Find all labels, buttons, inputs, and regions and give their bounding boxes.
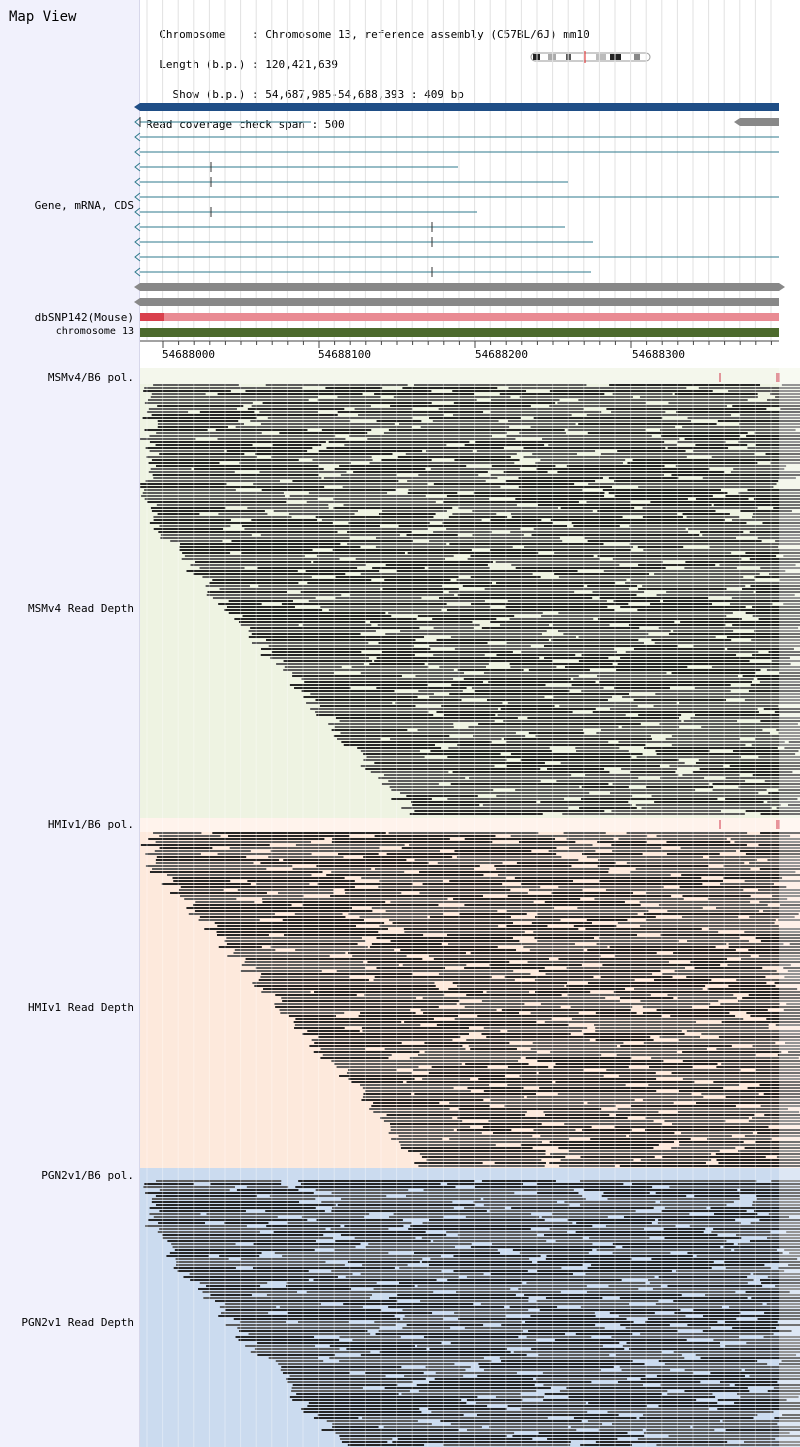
pgn-depth-label: PGN2v1 Read Depth [21,1316,134,1329]
right-margin [779,368,800,1447]
read-alignments [140,384,800,1446]
msm-depth-label: MSMv4 Read Depth [28,602,134,615]
mrna-track[interactable] [134,117,779,277]
polymorphism-marks [719,373,780,829]
gene-bar[interactable] [140,103,779,111]
cds-bar-2[interactable] [140,298,779,306]
ruler-tick-54688300: 54688300 [632,348,685,361]
hmi-pol-label: HMIv1/B6 pol. [47,818,134,831]
info-chromosome: Chromosome : Chromosome 13, reference as… [146,28,590,41]
hmi-depth-label: HMIv1 Read Depth [28,1001,134,1014]
msm-pol-label: MSMv4/B6 pol. [47,371,134,384]
hmi-pol-track [140,818,800,832]
gene-track-label: Gene, mRNA, CDS [34,199,134,212]
chromosome-info: Chromosome : Chromosome 13, reference as… [146,10,590,140]
depth-gridlines [146,384,772,1447]
chromosome-ideogram [530,51,651,63]
map-view-title: Map View [9,9,77,25]
ruler-tick-54688100: 54688100 [318,348,371,361]
cds-bar-1[interactable] [140,283,779,291]
dbsnp-track[interactable] [140,313,779,321]
ruler-tick-54688200: 54688200 [475,348,528,361]
chromosome-bar [140,328,779,337]
ruler-tick-54688000: 54688000 [162,348,215,361]
msm-pol-track [140,368,800,384]
dbsnp-bar[interactable] [140,313,779,321]
gene-track[interactable] [134,103,779,111]
cds-track[interactable] [134,283,785,306]
left-label-panel [0,0,140,1447]
pgn-pol-label: PGN2v1/B6 pol. [41,1169,134,1182]
info-coverage-span: Read coverage check span : 500 [146,118,345,131]
dbsnp-track-label: dbSNP142(Mouse) [34,311,134,324]
position-ruler: 54688000 54688100 54688200 54688300 [140,340,779,361]
chromosome-track-label: chromosome 13 [55,326,134,337]
